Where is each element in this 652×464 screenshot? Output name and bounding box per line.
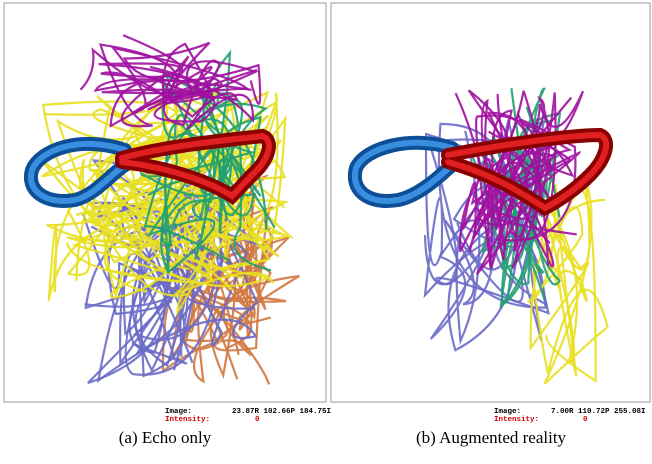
image-label: Image: [165,408,192,416]
fiber [527,184,606,377]
tubes-b [347,127,614,217]
intensity-label: Intensity: [494,416,539,424]
overlay-b: Image: 7.00R 110.72P 255.08I Intensity: … [494,408,646,424]
intensity-value: 0 [583,416,588,424]
image-coords: 7.00R 110.72P 255.08I [551,408,646,416]
overlay-a: Image: 23.87R 102.66P 184.75I Intensity:… [165,408,331,424]
intensity-label: Intensity: [165,416,210,424]
tubes-a [23,128,276,208]
caption: (b) Augmented reality [416,428,567,447]
fiber [158,78,276,246]
image-label: Image: [494,408,521,416]
intensity-value: 0 [255,416,260,424]
fiber [429,117,546,346]
fiber [93,62,255,130]
blue-tube-highlight [351,139,455,204]
red-tube-highlight [119,132,272,200]
image-coords: 23.87R 102.66P 184.75I [232,408,331,416]
fiber [146,122,239,275]
red-tube-highlight [445,131,610,212]
blue-tube-highlight [27,140,128,204]
caption: (a) Echo only [119,428,212,447]
fiber [110,42,250,115]
fiber [98,43,258,128]
